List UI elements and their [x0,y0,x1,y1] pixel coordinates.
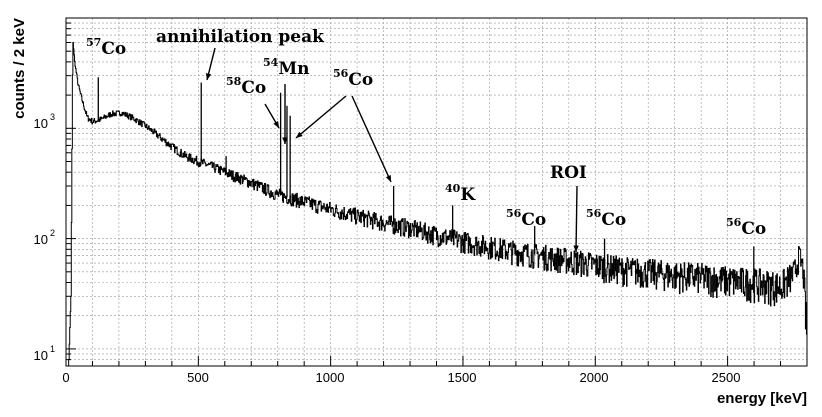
annotation-roi: ROI [550,163,587,183]
spectrum-line [66,41,808,367]
x-tick-label: 2500 [712,370,741,385]
annotation-co56-1771: 56Co [506,207,546,230]
annotation-arrow [295,95,347,139]
y-tick-label: 10 [34,232,48,247]
x-tick-label: 500 [187,370,209,385]
annotation-arrow [351,95,392,183]
x-tick-labels: 0 500 1000 1500 2000 2500 [62,370,740,385]
y-tick-label: 10 [34,348,48,363]
ticks [65,22,808,367]
annotation-annihilation-peak: annihilation peak [156,27,325,47]
x-axis-title: energy [keV] [717,390,807,407]
annotation-arrows [205,47,579,253]
annotation-arrow [575,185,578,253]
annotation-k40: 40K [445,182,476,205]
annotation-arrowhead [296,131,303,138]
y-axis-title: counts / 2 keV [11,18,28,119]
y-tick-label: 10 [34,116,48,131]
annotation-co57: 57Co [86,36,126,59]
annotation-co56-2035: 56Co [586,207,626,230]
y-tick-exponent: 2 [50,228,55,238]
y-tick-exponent: 1 [50,344,55,354]
annotation-co58: 58Co [226,75,266,98]
annotation-arrowhead [573,245,579,252]
annotation-arrowhead [273,121,279,128]
y-tick-exponent: 3 [50,112,55,122]
annotation-arrowhead [385,175,391,182]
x-tick-label: 1500 [448,370,477,385]
grid [66,18,807,366]
annotation-arrowhead [282,137,288,144]
x-tick-label: 2000 [580,370,609,385]
x-tick-label: 1000 [316,370,345,385]
y-tick-labels: 10 1 10 2 10 3 [34,112,55,363]
x-tick-label: 0 [62,370,69,385]
annotation-mn54: 54Mn [263,56,310,79]
annotation-co56-2599: 56Co [726,216,766,239]
annotation-labels: 57Co annihilation peak 58Co 54Mn 56Co 40… [86,27,766,239]
annotation-arrowhead [205,73,212,80]
annotation-co56-main: 56Co [333,67,373,90]
peak-lines [97,77,755,283]
